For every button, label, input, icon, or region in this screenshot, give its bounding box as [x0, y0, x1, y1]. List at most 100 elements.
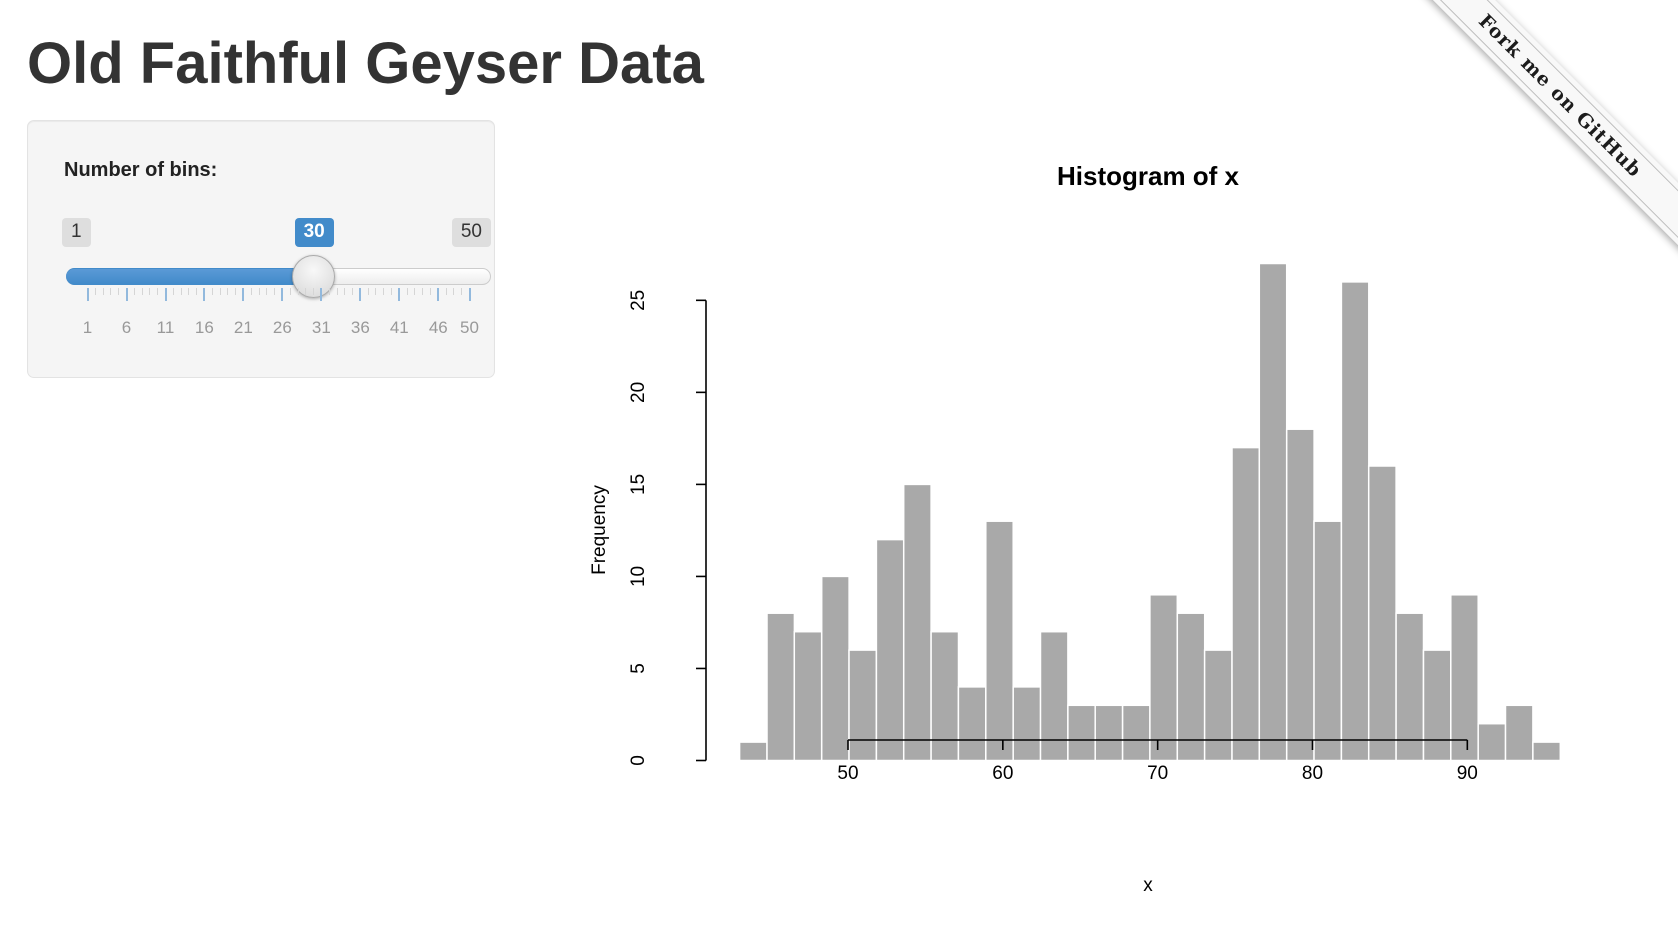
histogram-bar — [1231, 446, 1261, 762]
slider-grid-major-tick — [164, 288, 167, 301]
slider-grid-label: 1 — [82, 318, 93, 337]
slider-grid-minor-tick — [196, 288, 198, 295]
slider-grid-label: 46 — [428, 318, 448, 337]
sidebar-panel: Number of bins: 1 50 30 1 6 11 16 21 26 31 36 41… — [27, 120, 495, 378]
histogram-bar — [1176, 612, 1206, 762]
slider-grid-minor-tick — [235, 288, 237, 295]
histogram-bar — [1532, 741, 1562, 762]
y-tick-label: 0 — [628, 755, 649, 766]
slider-grid-label: 11 — [156, 318, 175, 337]
x-tick-label: 90 — [1457, 763, 1478, 784]
slider-grid-label: 26 — [272, 318, 292, 337]
slider-grid-minor-tick — [383, 288, 385, 295]
slider-grid-minor-tick — [344, 288, 346, 295]
github-ribbon-corner: Fork me on GitHub — [1378, 0, 1678, 300]
slider-grid-label: 21 — [233, 318, 253, 337]
histogram-bar — [902, 483, 932, 762]
bins-slider[interactable]: 1 50 30 1 6 11 16 21 26 31 36 41 46 50 — [62, 218, 491, 378]
x-tick-label: 80 — [1302, 763, 1323, 784]
slider-grid-major-tick — [203, 288, 206, 301]
histogram-bar — [1367, 465, 1397, 762]
slider-grid-label: 50 — [460, 318, 479, 337]
histogram-bar — [820, 575, 850, 762]
slider-grid-major-tick — [398, 288, 401, 301]
y-axis-title: Frequency — [589, 485, 610, 575]
histogram-bar — [1149, 594, 1179, 762]
slider-grid-minor-tick — [453, 288, 455, 295]
slider-min-label: 1 — [62, 218, 91, 247]
slider-grid-minor-tick — [118, 288, 120, 295]
histogram-bar — [957, 686, 987, 762]
slider-grid-label: 41 — [389, 318, 409, 337]
histogram-bar — [1477, 722, 1507, 762]
slider-grid-minor-tick — [180, 288, 182, 295]
histogram-bar — [930, 630, 960, 762]
histogram-plot: Histogram of x 50 60 70 80 90 0 5 10 15 20 25 x F… — [589, 161, 1562, 896]
y-axis: 0 5 10 15 20 25 — [628, 290, 707, 766]
histogram-bar — [738, 741, 768, 762]
histogram-bar — [985, 520, 1014, 762]
slider-grid-major-tick — [437, 288, 440, 301]
x-tick-label: 60 — [992, 763, 1013, 784]
slider-grid: 1 6 11 16 21 26 31 36 41 46 50 — [66, 288, 491, 338]
slider-grid-minor-tick — [172, 288, 174, 295]
slider-grid-minor-tick — [141, 288, 143, 295]
slider-grid-minor-tick — [430, 288, 431, 295]
slider-grid-minor-tick — [219, 288, 221, 295]
slider-grid-major-tick — [320, 288, 323, 301]
y-tick-label: 25 — [628, 290, 649, 311]
histogram-bar — [1203, 649, 1233, 762]
slider-grid-minor-tick — [211, 288, 213, 295]
histogram-bar — [1258, 262, 1288, 762]
histogram-bar — [1285, 428, 1315, 762]
histogram-bar — [848, 649, 878, 762]
histogram-bars — [738, 262, 1562, 762]
slider-grid-minor-tick — [336, 288, 338, 295]
slider-grid-label: 36 — [350, 318, 370, 337]
slider-grid-label: 6 — [121, 318, 132, 337]
slider-grid-minor-tick — [305, 288, 307, 295]
histogram-bar — [1121, 704, 1151, 762]
histogram-bar — [875, 538, 905, 762]
slider-grid-minor-tick — [367, 288, 369, 295]
histogram-bar — [1450, 594, 1479, 762]
histogram-bar — [1067, 704, 1097, 762]
slider-grid-minor-tick — [102, 288, 104, 295]
slider-grid-minor-tick — [297, 288, 299, 295]
slider-grid-minor-tick — [258, 288, 260, 295]
slider-grid-major-tick — [359, 288, 362, 301]
histogram-bar — [1094, 704, 1124, 762]
slider-grid-minor-tick — [188, 288, 190, 295]
slider-grid-minor-tick — [94, 288, 96, 295]
slider-grid-major-tick — [125, 288, 128, 301]
slider-grid-major-tick — [468, 288, 471, 301]
slider-grid-minor-tick — [266, 288, 268, 295]
slider-grid-minor-tick — [461, 288, 463, 295]
slider-grid-label: 31 — [311, 318, 331, 337]
github-ribbon[interactable]: Fork me on GitHub — [1403, 0, 1678, 253]
histogram-bar — [1340, 281, 1370, 762]
histogram-bar — [793, 630, 823, 762]
histogram-bar — [766, 612, 796, 762]
slider-grid-minor-tick — [110, 288, 112, 295]
histogram-bar — [1313, 520, 1343, 762]
slider-grid-minor-tick — [133, 288, 135, 295]
slider-grid-label: 16 — [194, 318, 214, 337]
y-tick-label: 10 — [628, 566, 649, 587]
x-tick-label: 50 — [837, 763, 858, 784]
x-tick-label: 70 — [1147, 763, 1168, 784]
slider-grid-minor-tick — [406, 288, 408, 295]
slider-grid-minor-tick — [157, 288, 159, 295]
page-title: Old Faithful Geyser Data — [27, 31, 704, 96]
slider-grid-minor-tick — [274, 288, 276, 295]
slider-grid-minor-tick — [445, 288, 447, 295]
slider-grid-minor-tick — [352, 288, 354, 295]
histogram-bar — [1039, 630, 1069, 762]
slider-grid-minor-tick — [289, 288, 291, 295]
slider-grid-minor-tick — [149, 288, 151, 295]
slider-grid-major-tick — [242, 288, 245, 301]
slider-grid-minor-tick — [250, 288, 252, 295]
y-tick-label: 5 — [628, 663, 649, 674]
histogram-bar — [1504, 704, 1534, 762]
x-axis: 50 60 70 80 90 — [837, 739, 1478, 784]
